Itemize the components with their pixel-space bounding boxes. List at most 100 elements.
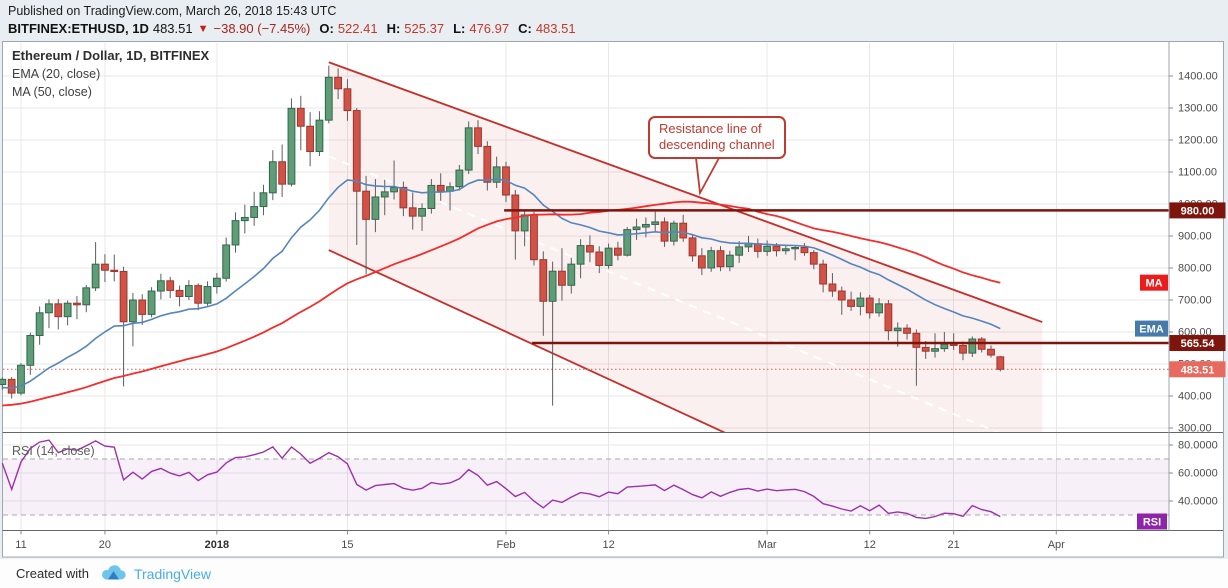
price-change: −38.90 (−7.45%) [213, 21, 311, 36]
svg-text:1400.00: 1400.00 [1178, 71, 1218, 83]
low-value: 476.97 [469, 21, 510, 36]
candle [427, 179, 436, 214]
svg-text:1200.00: 1200.00 [1178, 135, 1218, 147]
high-value: 525.37 [404, 21, 445, 36]
candle [138, 294, 147, 325]
annotation-line2: descending channel [659, 137, 775, 152]
candle [716, 246, 725, 272]
candle [334, 68, 343, 100]
chart-canvas[interactable]: 1400.001300.001200.001100.001000.00900.0… [0, 40, 1228, 559]
candle [35, 306, 44, 345]
svg-text:483.51: 483.51 [1181, 364, 1215, 376]
svg-text:MA: MA [1145, 278, 1162, 290]
svg-text:RSI: RSI [1143, 517, 1161, 529]
descending-channel [328, 61, 1043, 433]
candle [884, 300, 893, 341]
support-price-badge: 565.54 [1169, 335, 1226, 352]
svg-text:80.0000: 80.0000 [1178, 440, 1218, 452]
candle [539, 251, 548, 336]
svg-text:Apr: Apr [1048, 539, 1065, 551]
created-with-text: Created with [16, 566, 89, 581]
candle [371, 179, 380, 233]
candle [17, 363, 25, 396]
ema-value-badge: EMA [1135, 320, 1168, 337]
candle [641, 217, 650, 238]
low-label: L: [453, 21, 466, 36]
candle [576, 239, 585, 279]
rsi-value-badge: RSI [1137, 513, 1167, 530]
svg-text:EMA: EMA [1139, 324, 1164, 336]
candle [436, 173, 445, 201]
candle [147, 287, 156, 318]
candle [82, 284, 91, 313]
svg-text:11: 11 [15, 539, 26, 551]
tradingview-brand-link[interactable]: TradingView [133, 565, 212, 582]
rsi-band [3, 459, 1169, 515]
candle [530, 211, 538, 266]
candle [567, 257, 576, 294]
candle [268, 150, 277, 201]
open-label: O: [319, 21, 334, 36]
candle [110, 254, 119, 282]
candle [763, 240, 772, 256]
annotation-line1: Resistance line of [659, 121, 762, 136]
candle [614, 241, 622, 261]
time-axis[interactable]: 11 20 2018 15 Feb 12 Mar 12 21 Apr [15, 530, 1065, 552]
candle [791, 244, 800, 261]
tradingview-logo-icon[interactable] [101, 565, 127, 582]
candle [809, 250, 818, 270]
candle [604, 243, 613, 269]
candle [735, 241, 744, 263]
candle [91, 242, 100, 292]
candle [129, 292, 137, 347]
candle [511, 189, 520, 260]
svg-text:12: 12 [602, 539, 614, 551]
rsi-pane[interactable] [1, 439, 1169, 520]
candle [45, 299, 53, 329]
svg-text:Mar: Mar [758, 539, 777, 551]
candle [194, 283, 203, 311]
svg-text:900.00: 900.00 [1178, 231, 1212, 243]
candle [856, 292, 865, 316]
svg-text:20: 20 [99, 539, 111, 551]
candle [240, 204, 249, 234]
candle [781, 244, 790, 255]
candle [399, 181, 408, 217]
candle [847, 291, 855, 311]
candle [828, 273, 837, 297]
candle [632, 218, 641, 240]
channel-resistance-line [328, 61, 1043, 323]
candle [819, 259, 828, 293]
ma50-line [2, 200, 1001, 407]
svg-text:400.00: 400.00 [1178, 391, 1212, 403]
candle [222, 237, 231, 282]
resistance-price-badge: 980.00 [1169, 202, 1226, 219]
candle [931, 333, 939, 358]
candle [184, 280, 193, 300]
candle [474, 120, 482, 155]
candle [837, 286, 846, 315]
candle [483, 141, 492, 191]
svg-text:700.00: 700.00 [1178, 295, 1212, 307]
candle [679, 214, 688, 242]
candle [73, 296, 81, 320]
svg-text:15: 15 [341, 539, 353, 551]
candle [259, 184, 268, 216]
high-label: H: [386, 21, 401, 36]
svg-text:Feb: Feb [497, 539, 516, 551]
candle [296, 95, 305, 151]
candle [287, 98, 296, 187]
annotation-callout: Resistance line of descending channel [648, 116, 786, 159]
candle [959, 341, 967, 361]
candle [464, 121, 473, 174]
candle [156, 273, 165, 300]
down-triangle-icon: ▼ [197, 22, 209, 35]
candle [987, 345, 995, 358]
published-line: Published on TradingView.com, March 26, … [8, 4, 337, 18]
candle [548, 261, 557, 406]
rsi-line [1, 439, 1001, 520]
candle [408, 192, 417, 230]
candle [455, 164, 464, 191]
candle [26, 332, 35, 375]
